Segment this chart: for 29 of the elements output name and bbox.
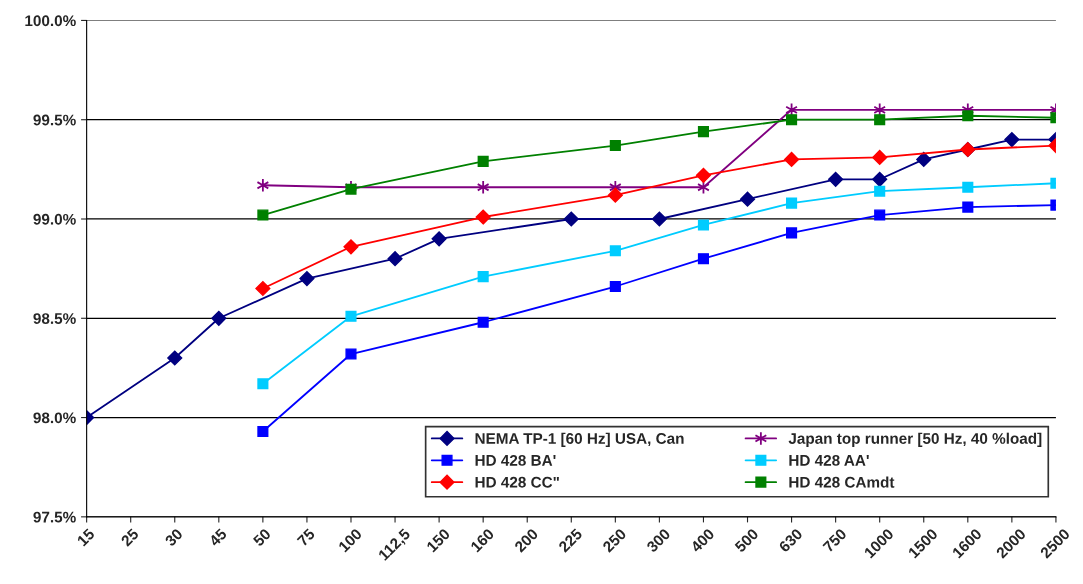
legend-label: HD 428 BA' [475,454,556,466]
legend-label: HD 428 CC" [475,476,559,488]
y-tick-label: 99.0% [33,213,76,225]
x-tick-label: 75 [296,527,316,547]
x-tick-label: 150 [426,527,451,553]
x-tick-label: 25 [120,527,140,547]
x-tick-label: 750 [822,527,848,553]
legend-label: HD 428 CAmdt [789,476,895,488]
y-tick-label: 100.0% [25,15,76,27]
x-tick-label: 400 [689,527,715,554]
x-tick-label: 160 [470,527,495,553]
y-tick-label: 99.5% [33,114,76,126]
x-tick-label: 300 [645,527,671,553]
x-tick-label: 50 [252,527,272,547]
x-tick-label: 100 [337,527,363,553]
x-tick-label: 30 [164,527,184,547]
y-tick-label: 98.0% [33,412,76,424]
x-tick-label: 250 [601,527,627,553]
y-tick-label: 97.5% [33,511,76,523]
legend-label: HD 428 AA' [789,454,869,466]
x-tick-label: 630 [778,527,804,553]
legend-label: Japan top runner [50 Hz, 40 %load] [788,432,1042,447]
x-tick-label: 225 [557,527,583,553]
x-tick-label: 500 [734,527,759,553]
x-tick-label: 45 [208,527,228,548]
legend-label: NEMA TP-1 [60 Hz] USA, Can [475,432,684,447]
x-tick-label: 200 [513,527,539,553]
y-tick-label: 98.5% [33,313,76,324]
x-tick-label: 15 [76,527,96,547]
